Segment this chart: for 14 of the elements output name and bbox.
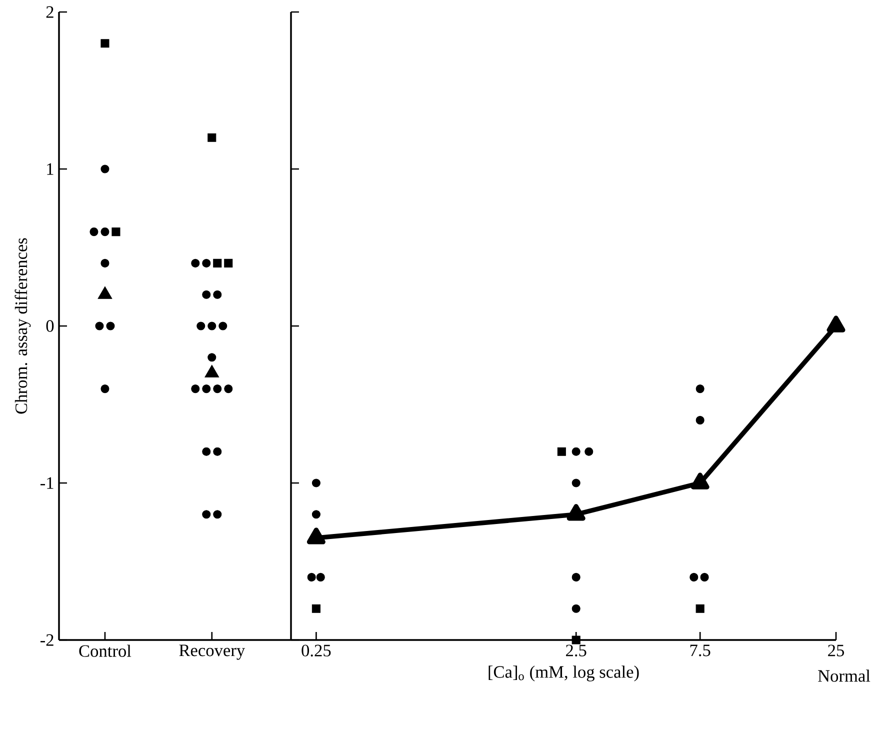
y-axis-title: Chrom. assay differences xyxy=(14,238,31,414)
x-axis-title: [Ca]$_{o}$ (mM, log scale) xyxy=(488,666,639,682)
y-tick-label: -1 xyxy=(40,477,54,489)
y-tick-label: 1 xyxy=(47,163,54,175)
x-tick-label: 2.5 xyxy=(566,644,586,656)
y-tick-label: -2 xyxy=(40,634,54,646)
x-tick-label: 25 xyxy=(828,644,844,656)
text: Normal xyxy=(818,670,870,682)
x-tick-label: 0.25 xyxy=(302,644,331,656)
y-tick-label: 2 xyxy=(46,6,54,18)
x-tick-label: Control xyxy=(79,644,132,657)
y-tick-label: 0 xyxy=(46,320,54,332)
x-tick-label: Recovery xyxy=(179,644,246,660)
x-tick-label: 7.5 xyxy=(690,644,710,656)
